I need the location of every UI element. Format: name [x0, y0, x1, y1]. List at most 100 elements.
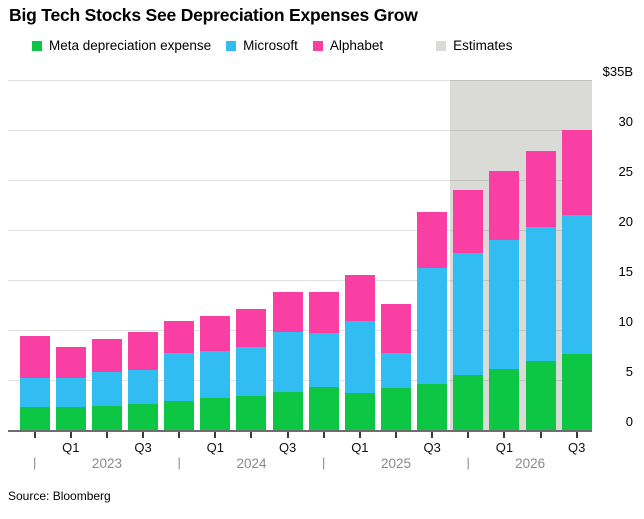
bar-segment-microsoft-q4-2022[interactable] [19, 378, 50, 408]
y-axis-label: 15 [618, 264, 633, 280]
x-axis-tick [105, 432, 108, 438]
legend-item-label: Estimates [453, 38, 513, 53]
bar-segment-alphabet-q3-2026[interactable] [561, 130, 592, 216]
bar-segment-microsoft-q2-2023[interactable] [91, 372, 122, 407]
bar-segment-meta-depreciation-expense-q4-2022[interactable] [19, 407, 50, 430]
x-axis-tick [358, 432, 361, 438]
bar-segment-alphabet-q1-2025[interactable] [344, 275, 375, 322]
legend: Meta depreciation expense Microsoft Alphab… [32, 38, 527, 53]
y-axis-label: 20 [618, 214, 633, 230]
year-separator: | [322, 455, 326, 470]
year-label-2023: 2023 [91, 456, 122, 471]
bar-segment-alphabet-q3-2025[interactable] [417, 212, 448, 269]
year-separator: | [466, 455, 470, 470]
bar-segment-microsoft-q2-2025[interactable] [381, 353, 411, 389]
bar-segment-meta-depreciation-expense-q2-2023[interactable] [91, 406, 122, 430]
bar-segment-microsoft-q2-2024[interactable] [236, 347, 267, 397]
x-axis-tick [250, 432, 253, 438]
y-gridline [8, 180, 592, 182]
bar-q3-2024 [272, 292, 303, 430]
bar-segment-alphabet-q3-2024[interactable] [272, 292, 303, 333]
x-axis-tick [322, 432, 325, 438]
bar-segment-microsoft-q2-2026[interactable] [525, 227, 556, 362]
bar-segment-alphabet-q2-2024[interactable] [236, 309, 267, 348]
bar-segment-microsoft-q3-2023[interactable] [128, 370, 159, 405]
bar-q1-2024 [200, 316, 231, 430]
bar-segment-meta-depreciation-expense-q4-2023[interactable] [164, 401, 195, 430]
bar-segment-meta-depreciation-expense-q4-2024[interactable] [308, 387, 339, 430]
bar-q4-2025 [453, 190, 484, 430]
y-gridline [8, 130, 592, 132]
bar-segment-microsoft-q1-2026[interactable] [489, 240, 520, 370]
bar-q3-2026 [561, 130, 592, 430]
bar-segment-alphabet-q4-2025[interactable] [453, 190, 484, 254]
bar-segment-microsoft-q1-2025[interactable] [344, 321, 375, 394]
bar-segment-meta-depreciation-expense-q1-2026[interactable] [489, 369, 520, 430]
bar-segment-meta-depreciation-expense-q4-2025[interactable] [453, 375, 484, 430]
bar-segment-meta-depreciation-expense-q2-2024[interactable] [236, 396, 267, 430]
x-axis-tick [33, 432, 36, 438]
bar-segment-meta-depreciation-expense-q2-2025[interactable] [381, 388, 411, 430]
bar-q2-2025 [381, 304, 411, 430]
y-axis-label: 10 [618, 314, 633, 330]
bar-segment-alphabet-q1-2023[interactable] [55, 347, 86, 379]
y-gridline [8, 80, 592, 82]
y-gridline [8, 280, 592, 282]
x-axis-tick [575, 432, 578, 438]
bar-segment-alphabet-q1-2024[interactable] [200, 316, 231, 352]
x-axis-quarter-label: Q3 [278, 440, 297, 455]
x-axis-quarter-label: Q3 [567, 440, 586, 455]
x-axis-quarter-label: Q3 [423, 440, 441, 455]
bar-segment-alphabet-q4-2024[interactable] [308, 292, 339, 334]
bar-segment-microsoft-q4-2024[interactable] [308, 333, 339, 388]
y-gridline [8, 230, 592, 232]
bar-q2-2026 [525, 151, 556, 430]
bar-segment-alphabet-q4-2022[interactable] [19, 336, 50, 379]
bar-segment-alphabet-q3-2023[interactable] [128, 332, 159, 371]
bar-segment-microsoft-q1-2023[interactable] [55, 378, 86, 408]
x-axis-tick [69, 432, 72, 438]
x-axis-tick [467, 432, 470, 438]
x-axis-baseline [8, 430, 592, 432]
y-axis-label: $35B [602, 64, 633, 80]
bar-segment-microsoft-q4-2023[interactable] [164, 353, 195, 402]
bar-segment-microsoft-q3-2024[interactable] [272, 332, 303, 393]
bar-segment-microsoft-q4-2025[interactable] [453, 253, 484, 376]
legend-item-microsoft[interactable]: Microsoft [226, 38, 298, 53]
bar-segment-microsoft-q3-2025[interactable] [417, 268, 448, 385]
page-title: Big Tech Stocks See Depreciation Expense… [9, 5, 418, 25]
bar-segment-meta-depreciation-expense-q1-2024[interactable] [200, 398, 231, 430]
legend-item-estimates[interactable]: Estimates [436, 38, 512, 53]
legend-item-alphabet[interactable]: Alphabet [312, 38, 384, 53]
x-axis-tick [431, 432, 434, 438]
bar-segment-meta-depreciation-expense-q1-2025[interactable] [344, 393, 375, 430]
bar-q2-2023 [91, 339, 122, 430]
bar-q4-2024 [308, 292, 339, 430]
bar-segment-alphabet-q1-2026[interactable] [489, 171, 520, 241]
legend-item-label: Alphabet [329, 38, 384, 53]
bar-segment-alphabet-q2-2026[interactable] [525, 151, 556, 228]
bar-q4-2022 [19, 336, 50, 430]
bar-q1-2023 [55, 347, 86, 430]
bar-segment-meta-depreciation-expense-q3-2026[interactable] [561, 354, 592, 430]
bar-segment-microsoft-q3-2026[interactable] [561, 215, 592, 355]
bar-segment-meta-depreciation-expense-q2-2026[interactable] [525, 361, 556, 430]
x-axis-quarter-label: Q1 [62, 440, 80, 455]
bar-segment-meta-depreciation-expense-q3-2025[interactable] [417, 384, 448, 430]
bar-segment-microsoft-q1-2024[interactable] [200, 351, 231, 399]
bar-segment-alphabet-q2-2025[interactable] [381, 304, 411, 354]
y-axis-label: 0 [625, 414, 633, 429]
year-separator: | [177, 455, 181, 470]
x-axis-tick [539, 432, 542, 438]
bar-segment-alphabet-q2-2023[interactable] [91, 339, 122, 373]
bar-segment-meta-depreciation-expense-q3-2024[interactable] [272, 392, 303, 430]
year-separator: | [32, 455, 37, 470]
bar-segment-meta-depreciation-expense-q3-2023[interactable] [128, 404, 159, 430]
legend-item-meta[interactable]: Meta depreciation expense [32, 38, 211, 53]
bar-segment-alphabet-q4-2023[interactable] [164, 321, 195, 354]
bar-segment-meta-depreciation-expense-q1-2023[interactable] [55, 407, 86, 430]
x-axis-quarter-label: Q1 [351, 440, 369, 455]
year-label-2026: 2026 [515, 456, 546, 471]
x-axis-quarter-label: Q1 [495, 440, 514, 455]
